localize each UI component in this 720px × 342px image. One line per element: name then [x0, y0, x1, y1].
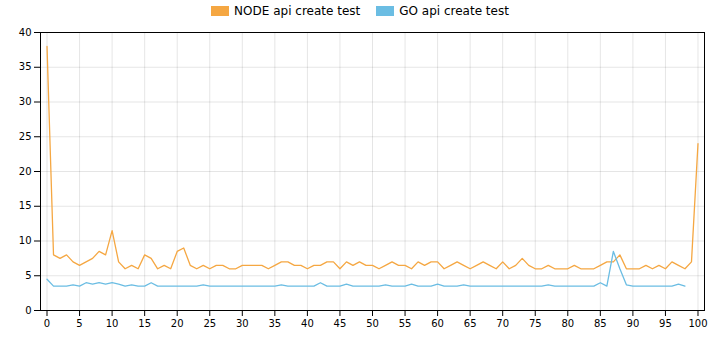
svg-text:50: 50: [366, 318, 379, 329]
svg-text:70: 70: [496, 318, 509, 329]
svg-text:40: 40: [301, 318, 314, 329]
svg-text:55: 55: [399, 318, 412, 329]
svg-text:90: 90: [627, 318, 640, 329]
svg-text:10: 10: [106, 318, 119, 329]
svg-text:25: 25: [203, 318, 216, 329]
svg-text:35: 35: [19, 61, 32, 72]
svg-text:95: 95: [659, 318, 672, 329]
html-text:GO api create test: GO api create test: [399, 4, 509, 18]
svg-text:0: 0: [44, 318, 50, 329]
svg-text:10: 10: [19, 235, 32, 246]
svg-text:15: 15: [138, 318, 151, 329]
svg-text:45: 45: [334, 318, 347, 329]
svg-text:60: 60: [431, 318, 444, 329]
svg-text:30: 30: [19, 96, 32, 107]
svg-text:25: 25: [19, 131, 32, 142]
svg-text:0: 0: [25, 305, 31, 316]
svg-text:5: 5: [76, 318, 82, 329]
svg-text:35: 35: [268, 318, 281, 329]
svg-text:20: 20: [19, 166, 32, 177]
svg-text:20: 20: [171, 318, 184, 329]
svg-text:40: 40: [19, 27, 32, 38]
html-text:NODE api create test: NODE api create test: [234, 4, 361, 18]
svg-text:65: 65: [464, 318, 477, 329]
svg-text:75: 75: [529, 318, 542, 329]
svg-text:30: 30: [236, 318, 249, 329]
svg-text:5: 5: [25, 270, 31, 281]
svg-text:100: 100: [688, 318, 707, 329]
svg-text:15: 15: [19, 200, 32, 211]
svg-text:85: 85: [594, 318, 607, 329]
svg-text:80: 80: [561, 318, 574, 329]
